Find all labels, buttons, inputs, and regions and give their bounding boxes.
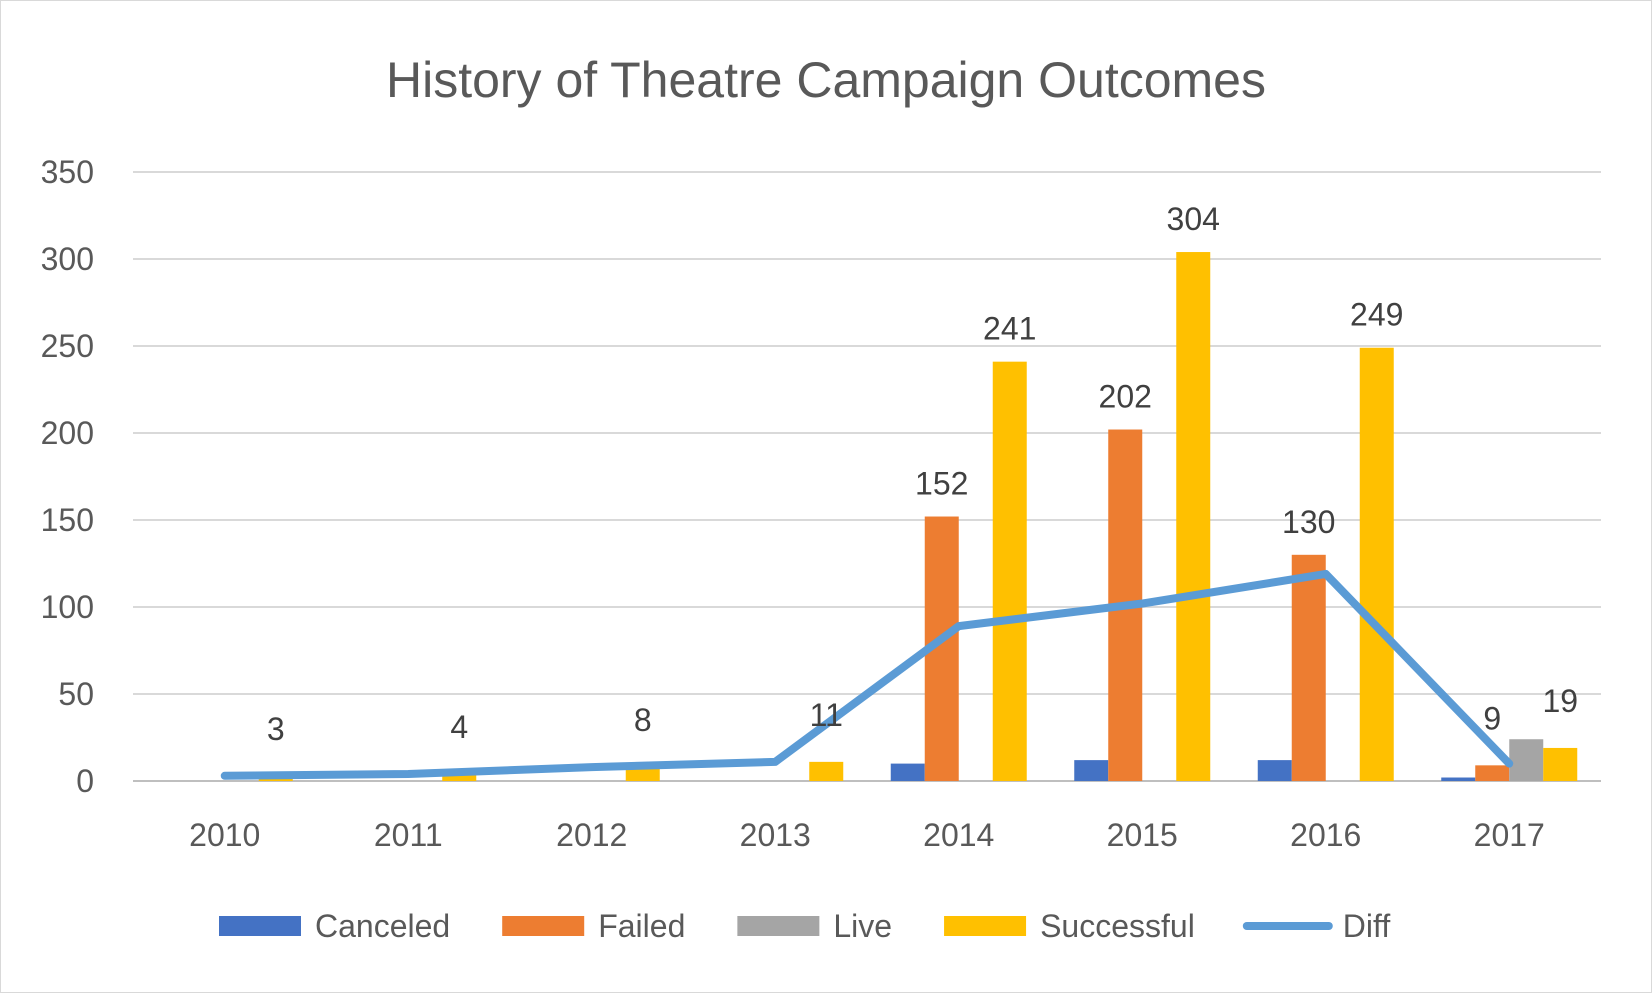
data-label: 3	[267, 711, 285, 747]
legend-label: Canceled	[315, 908, 450, 944]
y-tick-label: 200	[41, 415, 94, 451]
x-tick-label: 2011	[374, 817, 443, 853]
legend-item-canceled: Canceled	[219, 908, 450, 944]
x-tick-label: 2016	[1290, 817, 1361, 853]
data-label: 304	[1167, 201, 1220, 237]
data-label: 9	[1483, 700, 1501, 736]
legend-swatch	[737, 916, 820, 936]
x-tick-label: 2014	[923, 817, 994, 853]
bar-failed-2016	[1291, 554, 1326, 781]
bar-successful-2013	[809, 761, 844, 781]
bar-successful-2014	[992, 361, 1027, 781]
y-axis-ticks: 0 50 100 150 200 250 300 350	[41, 154, 94, 799]
data-label: 152	[915, 466, 968, 502]
bar-live-2017	[1509, 739, 1544, 781]
legend-label: Failed	[598, 908, 685, 944]
x-tick-label: 2017	[1474, 817, 1545, 853]
x-axis-ticks: 2010 2011 2012 2013 2014 2015 2016 2017	[189, 817, 1545, 853]
line-diff	[220, 569, 1514, 780]
x-tick-label: 2013	[740, 817, 811, 853]
legend: Canceled Failed Live Successful Diff	[219, 908, 1390, 944]
legend-item-diff: Diff	[1242, 908, 1391, 944]
chart-title: History of Theatre Campaign Outcomes	[386, 52, 1266, 108]
bar-successful-2012	[625, 767, 660, 781]
data-label: 249	[1350, 297, 1403, 333]
y-tick-label: 0	[76, 763, 94, 799]
legend-item-failed: Failed	[502, 908, 685, 944]
x-tick-label: 2012	[556, 817, 627, 853]
legend-label: Successful	[1040, 908, 1195, 944]
y-tick-label: 100	[41, 589, 94, 625]
y-tick-label: 50	[58, 676, 94, 712]
legend-swatch	[219, 916, 301, 936]
legend-item-live: Live	[737, 908, 892, 944]
bar-successful-2017	[1543, 747, 1578, 781]
data-label: 8	[634, 702, 652, 738]
data-label: 19	[1542, 683, 1578, 719]
gridlines	[133, 171, 1601, 782]
bar-canceled-2015	[1074, 760, 1109, 781]
diff-line	[220, 569, 1514, 780]
x-tick-label: 2010	[189, 817, 260, 853]
data-label: 130	[1282, 504, 1335, 540]
legend-label: Live	[833, 908, 892, 944]
data-label: 4	[450, 709, 468, 745]
bar-successful-2016	[1359, 347, 1394, 781]
bar-failed-2017	[1475, 765, 1510, 781]
bar-canceled-2016	[1257, 760, 1292, 781]
bar-successful-2015	[1176, 252, 1211, 782]
data-labels: 3 4 8 11 152 241 202 304 130 249 9 19	[267, 201, 1578, 747]
y-tick-label: 150	[41, 502, 94, 538]
data-label: 11	[810, 697, 843, 733]
bar-canceled-2017	[1441, 777, 1476, 781]
legend-swatch	[944, 916, 1027, 936]
legend-swatch	[502, 916, 585, 936]
y-tick-label: 300	[41, 241, 94, 277]
data-label: 241	[983, 311, 1036, 347]
data-label: 202	[1099, 379, 1152, 415]
y-tick-label: 350	[41, 154, 94, 190]
legend-item-successful: Successful	[944, 908, 1195, 944]
legend-label: Diff	[1343, 908, 1391, 944]
bar-successful-2011	[442, 774, 477, 781]
y-tick-label: 250	[41, 328, 94, 364]
x-tick-label: 2015	[1107, 817, 1178, 853]
bar-canceled-2014	[890, 763, 925, 781]
